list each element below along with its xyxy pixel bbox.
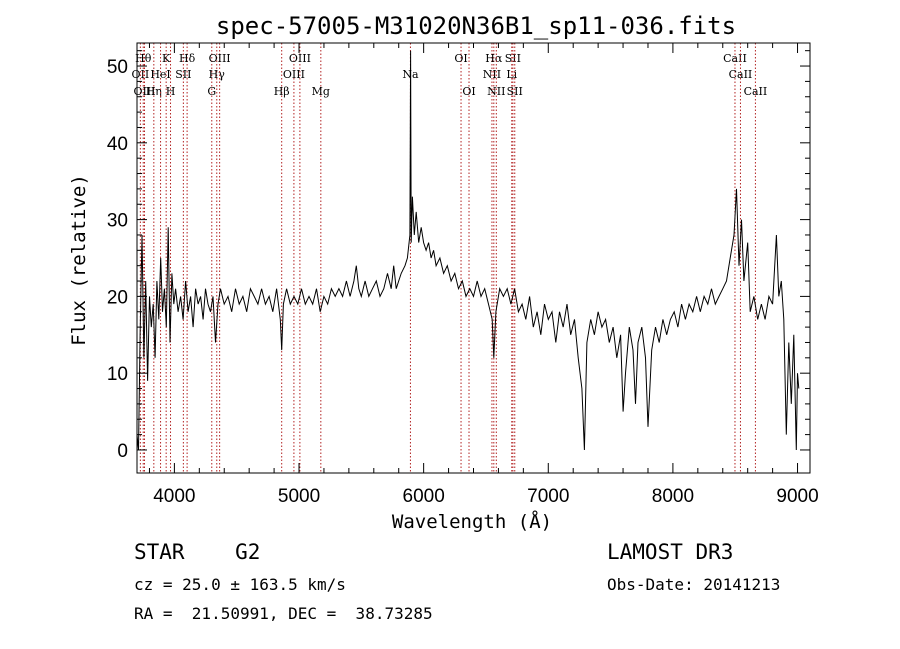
line-label: CaII xyxy=(723,52,747,65)
redshift-text: cz = 25.0 ± 163.5 km/s xyxy=(134,575,346,594)
spectral-lines: OIIHθOIIIHηHeIKHSIIHδGHγOIIIHβOIIIOIIIMg… xyxy=(132,43,768,473)
x-tick-label: 5000 xyxy=(278,486,320,507)
line-label: K xyxy=(162,52,171,65)
y-tick-label: 50 xyxy=(107,57,128,78)
line-label: OII xyxy=(132,68,150,81)
line-label: HeI xyxy=(150,68,170,81)
line-label: H xyxy=(166,85,176,98)
line-label: OIII xyxy=(133,85,155,98)
line-label: Hα xyxy=(485,52,503,65)
line-label: Hδ xyxy=(179,52,196,65)
line-label: OI xyxy=(462,85,475,98)
line-label: NII xyxy=(483,68,501,81)
line-label: SII xyxy=(175,68,191,81)
line-label: CaII xyxy=(744,85,768,98)
line-label: G xyxy=(207,85,216,98)
line-label: OI xyxy=(454,52,467,65)
y-tick-label: 10 xyxy=(107,364,128,385)
coordinates: RA = 21.50991, DEC = 38.73285 xyxy=(134,604,433,623)
survey-name: LAMOST DR3 xyxy=(607,540,734,564)
y-tick-label: 30 xyxy=(107,211,128,232)
spectrum-chart: spec-57005-M31020N36B1_sp11-036.fits OII… xyxy=(68,12,819,533)
object-class: STAR G2 xyxy=(134,540,261,564)
x-tick-label: 9000 xyxy=(776,486,818,507)
line-label: Hθ xyxy=(135,52,152,65)
x-tick-label: 8000 xyxy=(652,486,694,507)
x-tick-label: 4000 xyxy=(153,486,195,507)
line-label: OIII xyxy=(283,68,305,81)
y-tick-label: 20 xyxy=(107,287,128,308)
obs-date: Obs-Date: 20141213 xyxy=(607,575,781,594)
x-axis: 4000 5000 6000 7000 8000 9000 xyxy=(148,43,819,507)
plot-frame xyxy=(136,42,811,474)
line-label: CaII xyxy=(729,68,753,81)
y-axis-label: Flux (relative) xyxy=(68,174,90,346)
line-label: OIII xyxy=(289,52,311,65)
x-tick-label: 6000 xyxy=(403,486,445,507)
spectrum-line xyxy=(136,50,800,451)
line-label: OIII xyxy=(209,52,231,65)
x-tick-label: 7000 xyxy=(527,486,569,507)
line-label: Hη xyxy=(146,85,162,98)
line-label: NII xyxy=(487,85,505,98)
y-tick-label: 0 xyxy=(117,441,128,462)
line-label: SII xyxy=(505,52,521,65)
line-label: Hβ xyxy=(274,85,290,98)
line-label: Hγ xyxy=(209,68,226,81)
y-axis: 0 10 20 30 40 50 xyxy=(107,50,810,462)
chart-title: spec-57005-M31020N36B1_sp11-036.fits xyxy=(216,12,736,40)
line-label: SII xyxy=(507,85,523,98)
x-axis-label: Wavelength (Å) xyxy=(392,510,552,533)
y-tick-label: 40 xyxy=(107,134,128,155)
line-label: Mg xyxy=(312,85,330,98)
line-label: Li xyxy=(506,68,517,81)
